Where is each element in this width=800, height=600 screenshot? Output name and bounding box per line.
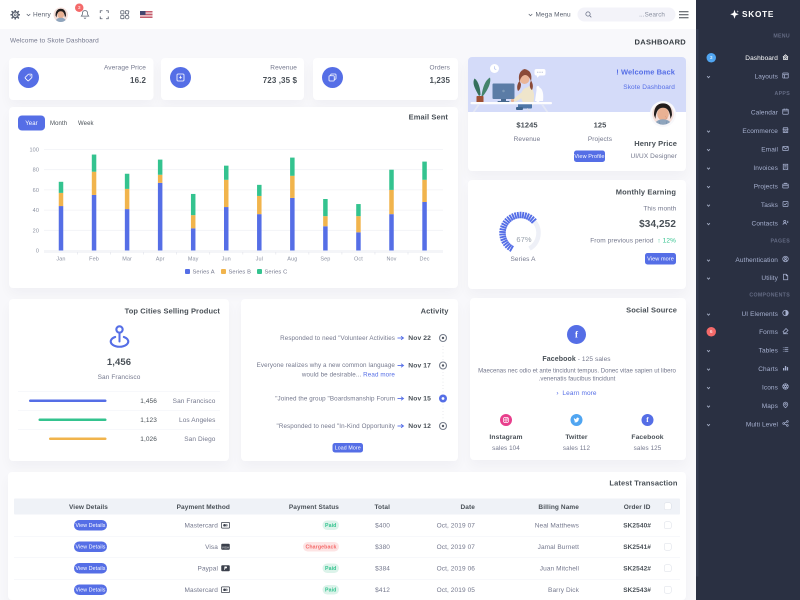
svg-text:Jul: Jul	[256, 257, 263, 263]
svg-text:Apr: Apr	[156, 257, 165, 263]
svg-text:Sep: Sep	[320, 257, 330, 263]
svg-text:80: 80	[33, 168, 39, 174]
svg-text:Series A: Series A	[193, 270, 215, 276]
svg-text:Jun: Jun	[222, 257, 231, 263]
svg-text:VISA: VISA	[222, 545, 229, 549]
svg-text:0: 0	[36, 249, 39, 255]
svg-text:Series C: Series C	[265, 270, 288, 276]
svg-text:Aug: Aug	[287, 257, 297, 263]
svg-text:100: 100	[30, 148, 39, 154]
svg-text:Nov: Nov	[386, 257, 396, 263]
svg-text:May: May	[188, 257, 199, 263]
svg-text:Mar: Mar	[122, 257, 132, 263]
svg-text:Oct: Oct	[354, 257, 363, 263]
svg-text:20: 20	[33, 228, 39, 234]
svg-text:Jan: Jan	[56, 257, 65, 263]
svg-text:60: 60	[33, 188, 39, 194]
svg-text:40: 40	[33, 208, 39, 214]
svg-text:Dec: Dec	[420, 257, 430, 263]
svg-text:Series B: Series B	[229, 270, 252, 276]
svg-text:Feb: Feb	[89, 257, 99, 263]
